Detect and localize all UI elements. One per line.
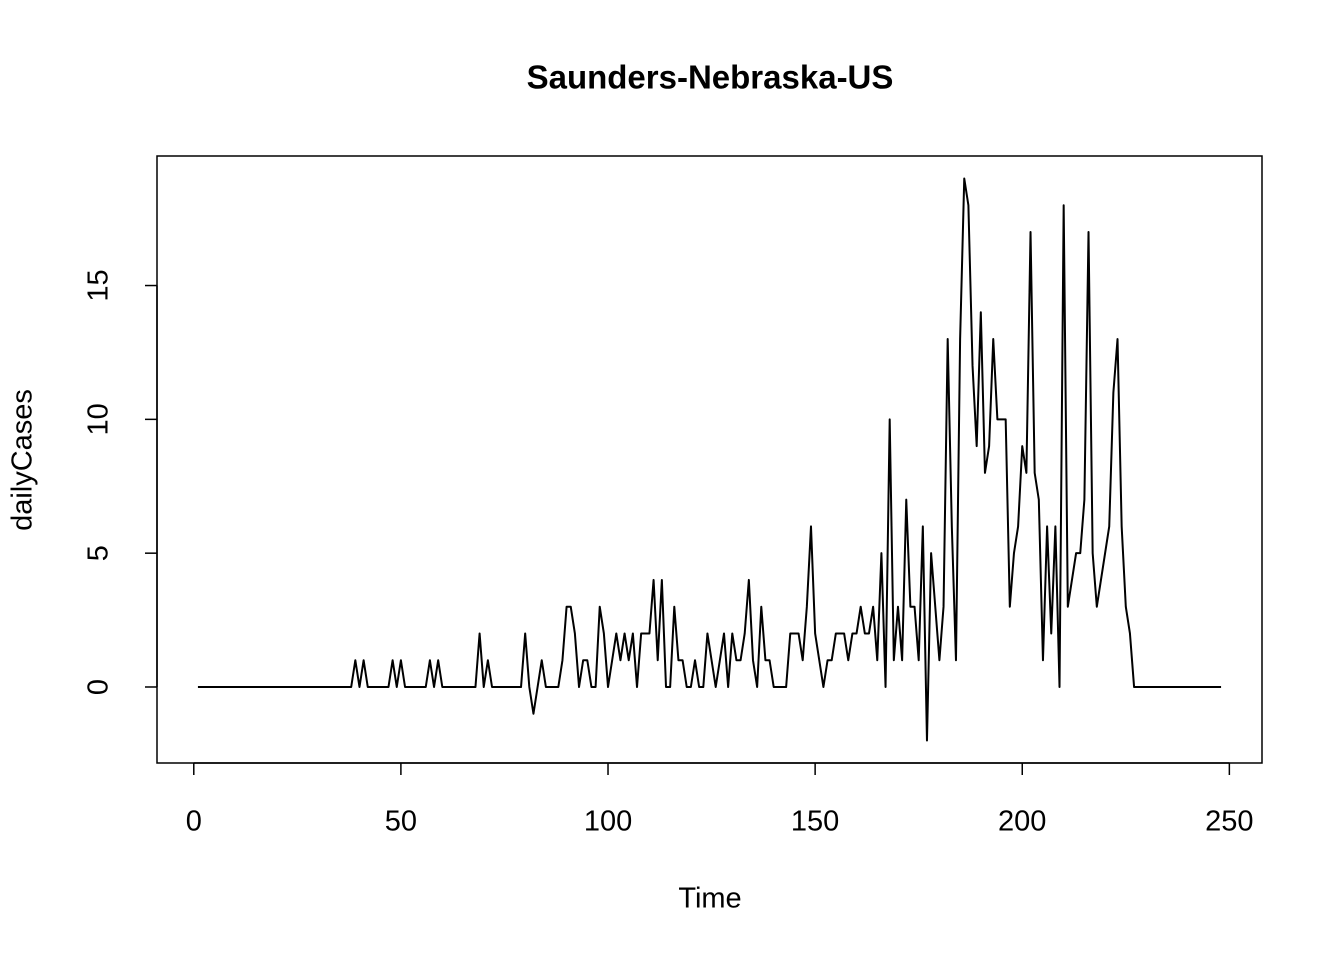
chart-title: Saunders-Nebraska-US (527, 59, 894, 96)
x-tick-label: 100 (584, 806, 632, 838)
x-axis-label: Time (678, 883, 741, 915)
x-tick-label: 0 (186, 806, 202, 838)
x-tick-label: 50 (385, 806, 417, 838)
y-axis-label: dailyCases (7, 389, 39, 531)
data-line (197, 177, 1222, 742)
y-tick-label: 0 (83, 679, 115, 695)
y-tick-label: 10 (83, 403, 115, 435)
x-tick-label: 200 (998, 806, 1046, 838)
x-tick-label: 150 (791, 806, 839, 838)
x-tick-label: 250 (1205, 806, 1253, 838)
plot-box (156, 155, 1263, 764)
y-tick-label: 15 (83, 269, 115, 301)
y-tick-label: 5 (83, 545, 115, 561)
